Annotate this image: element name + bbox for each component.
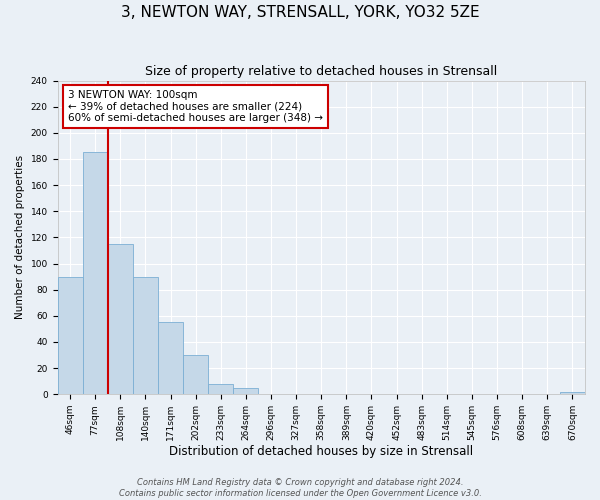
X-axis label: Distribution of detached houses by size in Strensall: Distribution of detached houses by size … (169, 444, 473, 458)
Bar (158, 322, 183, 394)
Bar (560, 392, 585, 394)
Y-axis label: Number of detached properties: Number of detached properties (15, 156, 25, 320)
Bar (108, 244, 133, 394)
Bar (83, 152, 108, 394)
Text: 3, NEWTON WAY, STRENSALL, YORK, YO32 5ZE: 3, NEWTON WAY, STRENSALL, YORK, YO32 5ZE (121, 5, 479, 20)
Bar (133, 276, 158, 394)
Bar (58, 276, 83, 394)
Bar (208, 384, 233, 394)
Text: 3 NEWTON WAY: 100sqm
← 39% of detached houses are smaller (224)
60% of semi-deta: 3 NEWTON WAY: 100sqm ← 39% of detached h… (68, 90, 323, 123)
Title: Size of property relative to detached houses in Strensall: Size of property relative to detached ho… (145, 65, 497, 78)
Bar (183, 355, 208, 394)
Bar (233, 388, 259, 394)
Text: Contains HM Land Registry data © Crown copyright and database right 2024.
Contai: Contains HM Land Registry data © Crown c… (119, 478, 481, 498)
